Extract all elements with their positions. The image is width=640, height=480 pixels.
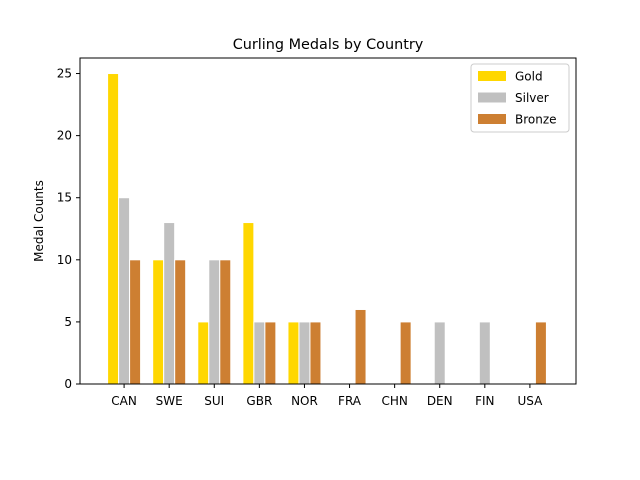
y-tick-label: 10 [57, 253, 72, 267]
bar-silver-fin [478, 321, 491, 385]
y-tick-label: 5 [64, 315, 72, 329]
bar-bronze-can [129, 259, 142, 385]
x-tick-label: CHN [381, 394, 407, 408]
x-tick-label: SWE [156, 394, 183, 408]
bar-gold-sui [197, 321, 210, 385]
bar-gold-can [107, 73, 120, 385]
y-tick-label: 0 [64, 377, 72, 391]
bar-silver-den [433, 321, 446, 385]
y-tick-label: 25 [57, 67, 72, 81]
legend-swatch-bronze [478, 114, 506, 124]
x-tick-label: FIN [475, 394, 494, 408]
x-tick-label: GBR [246, 394, 272, 408]
x-tick-label: NOR [291, 394, 318, 408]
y-axis-label: Medal Counts [32, 180, 46, 262]
x-tick-label: CAN [111, 394, 137, 408]
y-tick-label: 20 [57, 129, 72, 143]
bar-silver-swe [163, 222, 176, 385]
chart-title: Curling Medals by Country [233, 37, 424, 53]
legend-swatch-gold [478, 71, 506, 81]
legend-label-bronze: Bronze [515, 113, 557, 127]
bar-gold-nor [287, 321, 300, 385]
plot-frame [79, 57, 577, 385]
x-tick-label: USA [517, 394, 543, 408]
legend: Gold Silver Bronze [470, 63, 570, 133]
bar-gold-gbr [242, 222, 255, 385]
y-tick-label: 15 [57, 191, 72, 205]
axes: 0 5 10 15 20 25 CAN SWE SUI GBR NOR FRA CHN DEN FIN USA [57, 57, 577, 408]
legend-label-gold: Gold [515, 70, 543, 84]
bar-bronze-swe [174, 259, 187, 385]
x-tick-label: DEN [427, 394, 453, 408]
bar-bronze-sui [219, 259, 232, 385]
bar-gold-swe [152, 259, 165, 385]
bar-silver-sui [208, 259, 221, 385]
bar-bronze-gbr [264, 321, 277, 385]
x-tick-label: SUI [204, 394, 224, 408]
bar-bronze-fra [354, 308, 367, 385]
bar-silver-nor [298, 321, 311, 385]
legend-swatch-silver [478, 92, 506, 103]
bar-silver-can [118, 197, 131, 385]
legend-label-silver: Silver [515, 91, 549, 105]
bar-bronze-chn [399, 321, 412, 385]
x-tick-label: FRA [338, 394, 362, 408]
bar-bronze-nor [309, 321, 322, 385]
bar-bronze-usa [534, 321, 547, 385]
bar-silver-gbr [253, 321, 266, 385]
